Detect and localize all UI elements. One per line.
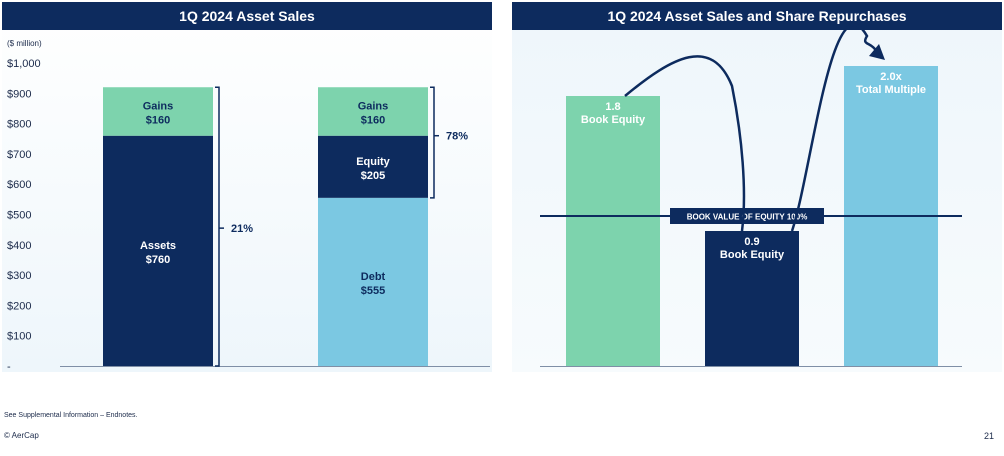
arrowhead-icon xyxy=(869,44,885,60)
flow-arrow-curve xyxy=(624,55,746,232)
y-tick-label: $800 xyxy=(7,119,31,131)
bar-value-sublabel: Total Multiple xyxy=(856,84,926,96)
segment-label: Assets xyxy=(140,240,176,252)
y-unit-label: ($ million) xyxy=(7,39,42,48)
bar-asset-sales xyxy=(566,96,660,366)
y-tick-label: - xyxy=(7,361,11,372)
right-chart-panel: 1Q 2024 Asset Sales and Share Repurchase… xyxy=(512,2,1002,372)
segment-label: Gains xyxy=(143,100,174,112)
bracket xyxy=(215,86,220,367)
y-tick-label: $200 xyxy=(7,300,31,312)
bar-segment-gains xyxy=(318,87,428,136)
bracket-label: 21% xyxy=(231,223,253,235)
y-tick-label: $100 xyxy=(7,331,31,343)
segment-label: Gains xyxy=(358,100,389,112)
left-chart-panel: 1Q 2024 Asset Sales ($ million) - $100 $200… xyxy=(2,2,492,372)
right-chart-title: 1Q 2024 Asset Sales and Share Repurchase… xyxy=(512,2,1002,30)
bar-value-label: 2.0x xyxy=(880,71,902,83)
y-tick-label: $900 xyxy=(7,88,31,100)
bracket-label: 78% xyxy=(446,131,468,143)
y-tick-label: $500 xyxy=(7,210,31,222)
segment-value-label: $160 xyxy=(361,114,385,126)
bar-value-label: 1.8 xyxy=(605,101,620,113)
segment-value-label: $205 xyxy=(361,170,385,182)
bar-value-sublabel: Book Equity xyxy=(720,249,785,261)
bar-segment-debt xyxy=(318,197,428,366)
reference-label-box xyxy=(670,208,824,224)
segment-value-label: $760 xyxy=(146,254,170,266)
left-chart-svg: ($ million) - $100 $200 $300 $400 $500 $600 $700… xyxy=(7,39,490,372)
y-tick-label: $600 xyxy=(7,179,31,191)
bar-segment-assets xyxy=(103,135,213,366)
segment-label: Equity xyxy=(356,156,390,168)
y-tick-label: $300 xyxy=(7,270,31,282)
reference-line-label: BOOK VALUE OF EQUITY 100% xyxy=(687,213,808,222)
y-tick-label: $1,000 xyxy=(7,58,41,70)
bracket xyxy=(430,86,435,199)
bar-segment-equity xyxy=(318,135,428,198)
bar-value-sublabel: Book Equity xyxy=(581,114,646,126)
bar-segment-gains xyxy=(103,87,213,136)
footnote: See Supplemental Information – Endnotes. xyxy=(4,412,138,419)
bar-share-repurchases xyxy=(705,231,799,366)
brand-label: © AerCap xyxy=(4,431,39,440)
segment-value-label: $555 xyxy=(361,285,385,297)
segment-value-label: $160 xyxy=(146,114,170,126)
y-tick-label: $400 xyxy=(7,240,31,252)
y-tick-label: $700 xyxy=(7,149,31,161)
flow-arrow-curve xyxy=(790,23,879,232)
page-number: 21 xyxy=(983,431,994,441)
left-chart-title: 1Q 2024 Asset Sales xyxy=(2,2,492,30)
bar-value-label: 0.9 xyxy=(744,236,759,248)
segment-label: Debt xyxy=(361,271,386,283)
